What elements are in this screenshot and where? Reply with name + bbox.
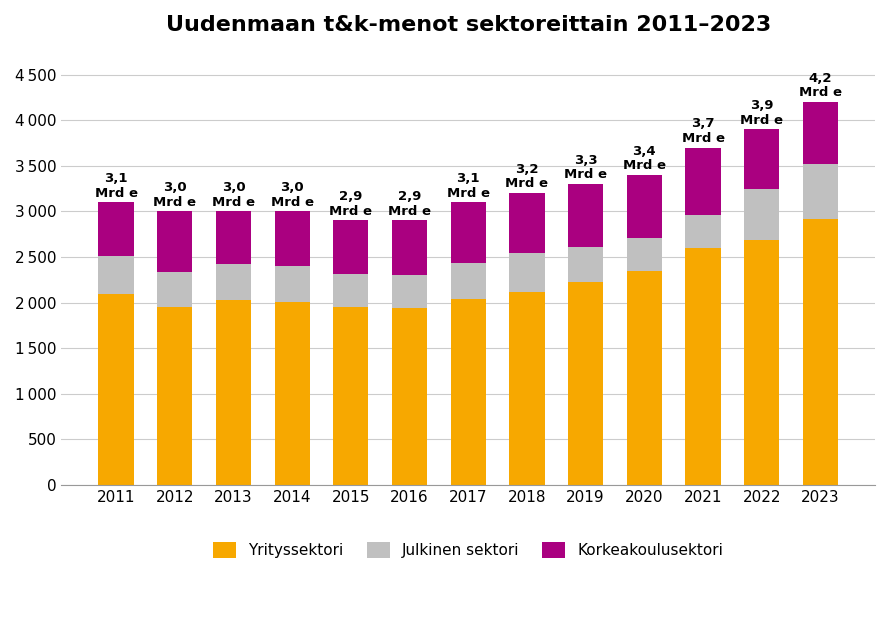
- Bar: [568, 247, 603, 283]
- Bar: [450, 202, 486, 263]
- Text: 3,2
Mrd e: 3,2 Mrd e: [506, 163, 548, 190]
- Bar: [685, 148, 721, 215]
- Text: 3,1
Mrd e: 3,1 Mrd e: [94, 172, 138, 200]
- Bar: [450, 299, 486, 485]
- Bar: [216, 212, 251, 264]
- Bar: [450, 263, 486, 299]
- Bar: [568, 184, 603, 247]
- Bar: [158, 307, 192, 485]
- Text: 2,9
Mrd e: 2,9 Mrd e: [329, 190, 372, 218]
- Bar: [274, 212, 310, 266]
- Bar: [627, 271, 662, 485]
- Bar: [627, 175, 662, 238]
- Bar: [509, 253, 545, 292]
- Bar: [744, 129, 780, 189]
- Bar: [803, 102, 838, 164]
- Bar: [392, 308, 427, 485]
- Text: 3,1
Mrd e: 3,1 Mrd e: [447, 172, 490, 200]
- Text: 3,7
Mrd e: 3,7 Mrd e: [682, 117, 724, 145]
- Text: 2,9
Mrd e: 2,9 Mrd e: [388, 190, 431, 218]
- Bar: [216, 300, 251, 485]
- Bar: [685, 248, 721, 485]
- Bar: [333, 220, 368, 274]
- Text: 3,3
Mrd e: 3,3 Mrd e: [564, 154, 607, 181]
- Bar: [274, 301, 310, 485]
- Text: 3,0
Mrd e: 3,0 Mrd e: [212, 181, 255, 208]
- Bar: [685, 215, 721, 248]
- Bar: [274, 266, 310, 301]
- Bar: [333, 274, 368, 306]
- Text: 3,0
Mrd e: 3,0 Mrd e: [271, 181, 313, 208]
- Text: 3,4
Mrd e: 3,4 Mrd e: [623, 144, 666, 172]
- Bar: [509, 193, 545, 253]
- Legend: Yrityssektori, Julkinen sektori, Korkeakoulusektori: Yrityssektori, Julkinen sektori, Korkeak…: [207, 536, 729, 564]
- Text: 3,0
Mrd e: 3,0 Mrd e: [153, 181, 197, 208]
- Bar: [744, 189, 780, 240]
- Bar: [216, 264, 251, 300]
- Bar: [99, 295, 134, 485]
- Bar: [392, 275, 427, 308]
- Text: 3,9
Mrd e: 3,9 Mrd e: [740, 99, 783, 127]
- Bar: [158, 212, 192, 271]
- Text: 4,2
Mrd e: 4,2 Mrd e: [799, 72, 842, 99]
- Bar: [158, 271, 192, 307]
- Bar: [99, 256, 134, 295]
- Title: Uudenmaan t&k-menot sektoreittain 2011–2023: Uudenmaan t&k-menot sektoreittain 2011–2…: [166, 15, 771, 35]
- Bar: [509, 292, 545, 485]
- Bar: [744, 240, 780, 485]
- Bar: [392, 220, 427, 275]
- Bar: [627, 238, 662, 271]
- Bar: [333, 306, 368, 485]
- Bar: [803, 219, 838, 485]
- Bar: [803, 164, 838, 219]
- Bar: [568, 283, 603, 485]
- Bar: [99, 202, 134, 256]
